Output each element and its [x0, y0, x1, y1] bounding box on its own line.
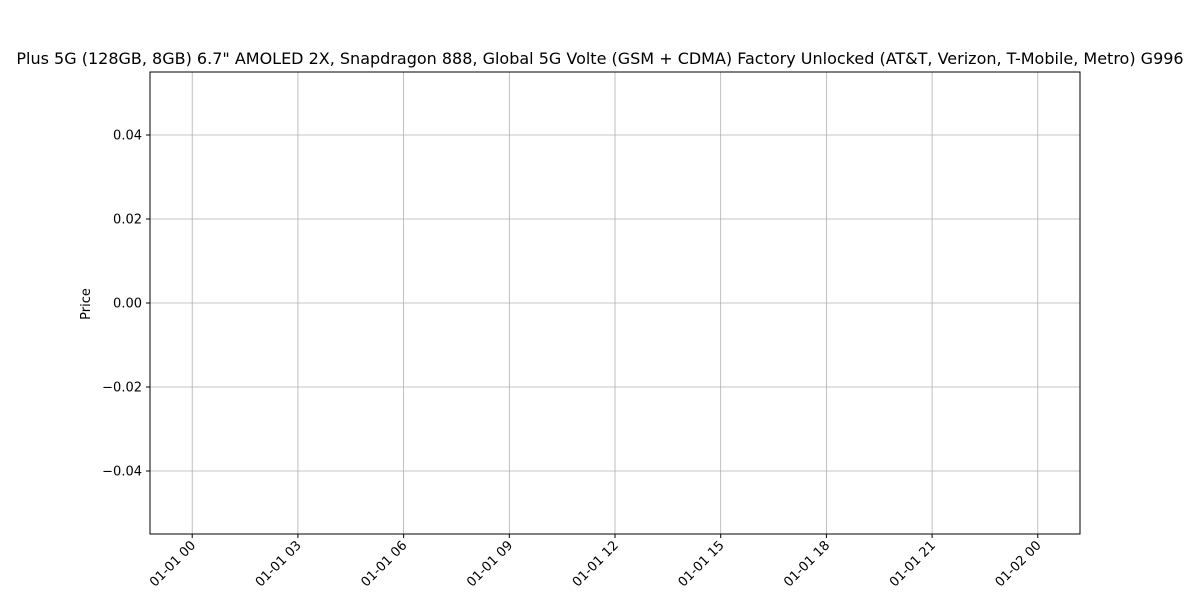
- x-tick-label: 01-01 21: [887, 538, 939, 590]
- y-tick-label: 0.00: [113, 297, 142, 312]
- x-axis: 01-01 00 01-01 03 01-01 06 01-01 09 01-01 12…: [147, 534, 1045, 590]
- x-tick-label: 01-01 06: [359, 538, 411, 590]
- x-tick-label: 01-01 12: [570, 538, 622, 590]
- y-axis: 0.04 0.02 0.00 −0.02 −0.04: [102, 129, 150, 480]
- x-tick-label: 01-01 18: [781, 538, 833, 590]
- x-tick-label: 01-01 00: [147, 538, 199, 590]
- x-tick-label: 01-02 00: [993, 538, 1045, 590]
- chart-title: Plus 5G (128GB, 8GB) 6.7" AMOLED 2X, Sna…: [16, 49, 1183, 68]
- y-tick-label: −0.02: [102, 381, 142, 396]
- y-tick-label: −0.04: [102, 465, 142, 480]
- x-tick-label: 01-01 03: [253, 538, 305, 590]
- y-tick-label: 0.02: [113, 213, 142, 228]
- y-tick-label: 0.04: [113, 129, 142, 144]
- y-axis-label: Price: [79, 288, 94, 320]
- grid: [150, 72, 1080, 534]
- x-tick-label: 01-01 09: [464, 538, 516, 590]
- x-tick-label: 01-01 15: [676, 538, 728, 590]
